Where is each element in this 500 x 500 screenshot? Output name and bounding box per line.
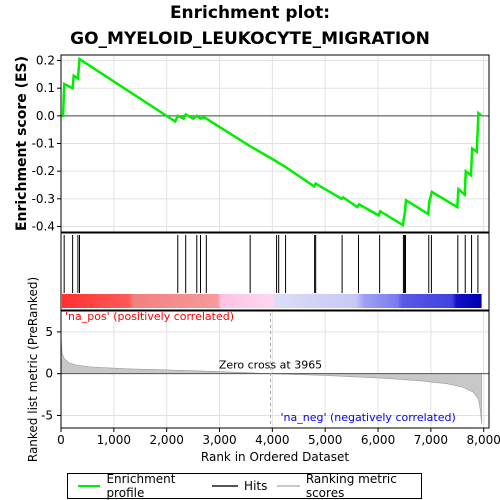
es-ytick-label: -0.3	[32, 192, 55, 206]
es-plot-frame	[60, 54, 490, 233]
chart-title-line1: Enrichment plot:	[169, 3, 331, 23]
metric-xtick-label: 1,000	[97, 433, 131, 447]
legend-enrichment-profile: Enrichment profile	[78, 472, 202, 500]
es-ytick-label: 0.1	[36, 81, 55, 95]
metric-ylabel: Ranked list metric (PreRanked)	[26, 277, 40, 462]
metric-xtick-label: 0	[57, 433, 65, 447]
es-series-line	[61, 56, 483, 228]
metric-area-series	[60, 336, 482, 424]
es-ytick-label: -0.2	[32, 164, 55, 178]
chart-title-block: Enrichment plot: GO_MYELOID_LEUKOCYTE_MI…	[0, 0, 500, 52]
legend-label-hits: Hits	[244, 479, 268, 493]
legend-hits: Hits	[212, 479, 267, 493]
metric-xtick-label: 4,000	[255, 433, 289, 447]
chart-title-line2: GO_MYELOID_LEUKOCYTE_MIGRATION	[70, 29, 430, 49]
legend-label-ranking: Ranking metric scores	[305, 472, 397, 500]
metric-xtick-label: 6,000	[361, 433, 395, 447]
hits-panel	[60, 232, 490, 311]
rank-color-bar	[62, 294, 482, 308]
legend-swatch-es	[78, 485, 101, 487]
metric-xlabel: Rank in Ordered Dataset	[201, 450, 349, 464]
metric-ytick-label: 5	[45, 325, 53, 339]
metric-ytick-label: -5	[41, 408, 53, 422]
legend-ranking: Ranking metric scores	[277, 472, 421, 500]
neg-label: 'na_neg' (negatively correlated)	[281, 411, 456, 424]
metric-xtick-label: 2,000	[149, 433, 183, 447]
metric-xtick-label: 3,000	[202, 433, 236, 447]
es-ylabel: Enrichment score (ES)	[14, 56, 30, 231]
es-ytick-label: -0.4	[32, 219, 55, 233]
metric-plot-frame	[60, 310, 490, 429]
metric-xtick-label: 8,000	[467, 433, 500, 447]
es-ytick-label: 0.0	[36, 109, 55, 123]
metric-xtick-label: 5,000	[308, 433, 342, 447]
metric-xtick-label: 7,000	[414, 433, 448, 447]
metric-ytick-label: 0	[45, 367, 53, 381]
es-ytick-label: 0.2	[36, 54, 55, 68]
pos-label: 'na_pos' (positively correlated)	[65, 310, 234, 323]
hits-plot-frame	[60, 232, 490, 311]
legend-swatch-hits	[212, 485, 239, 487]
zero-cross-label: Zero cross at 3965	[219, 359, 322, 372]
es-ytick-label: -0.1	[32, 137, 55, 151]
metric-panel: 5 0 -5 Zero cross at 3965 'na_pos' (positive…	[26, 277, 500, 464]
legend-label-es: Enrichment profile	[106, 472, 176, 500]
legend: Enrichment profile Hits Ranking metric s…	[67, 472, 422, 500]
legend-swatch-ranking	[277, 485, 300, 487]
